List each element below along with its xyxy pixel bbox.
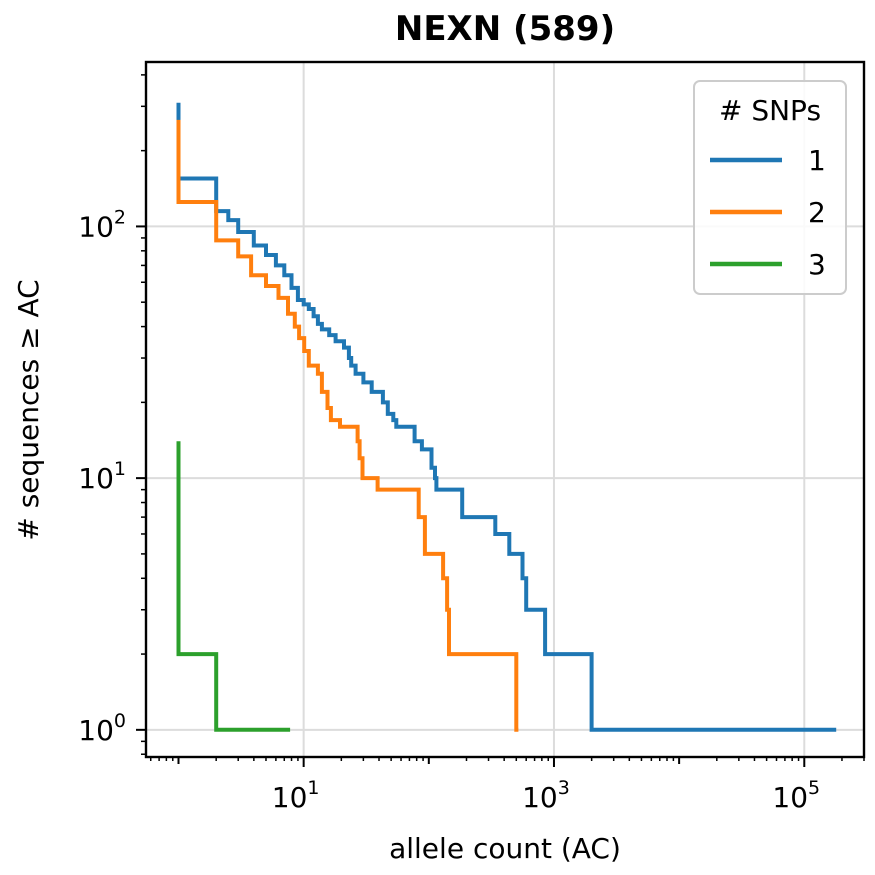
plot-frame bbox=[144, 60, 866, 759]
legend-label-3: 3 bbox=[808, 248, 826, 281]
x-axis-label: allele count (AC) bbox=[389, 832, 621, 865]
legend-label-1: 1 bbox=[808, 144, 826, 177]
x-tick-label: 101 bbox=[272, 777, 320, 814]
legend-title: # SNPs bbox=[719, 94, 821, 127]
legend-box bbox=[693, 80, 847, 295]
y-axis-label: # sequences ≥ AC bbox=[12, 279, 45, 540]
legend: # SNPs 1 2 3 bbox=[693, 80, 847, 295]
y-tick-label: 100 bbox=[78, 710, 126, 747]
x-tick-label: 105 bbox=[772, 777, 820, 814]
x-tick-label: 103 bbox=[522, 777, 570, 814]
axis-ticks: 101 103 105 100 101 102 bbox=[78, 74, 865, 814]
chart-title: NEXN (589) bbox=[395, 9, 615, 49]
plot-series bbox=[176, 102, 837, 732]
legend-entries: 1 2 3 bbox=[710, 144, 826, 281]
series-line-3 bbox=[176, 441, 291, 732]
legend-label-2: 2 bbox=[808, 196, 826, 229]
series-line-2 bbox=[176, 119, 519, 732]
y-tick-label: 101 bbox=[78, 458, 126, 495]
y-tick-label: 102 bbox=[78, 206, 126, 243]
series-line-1 bbox=[176, 102, 837, 732]
